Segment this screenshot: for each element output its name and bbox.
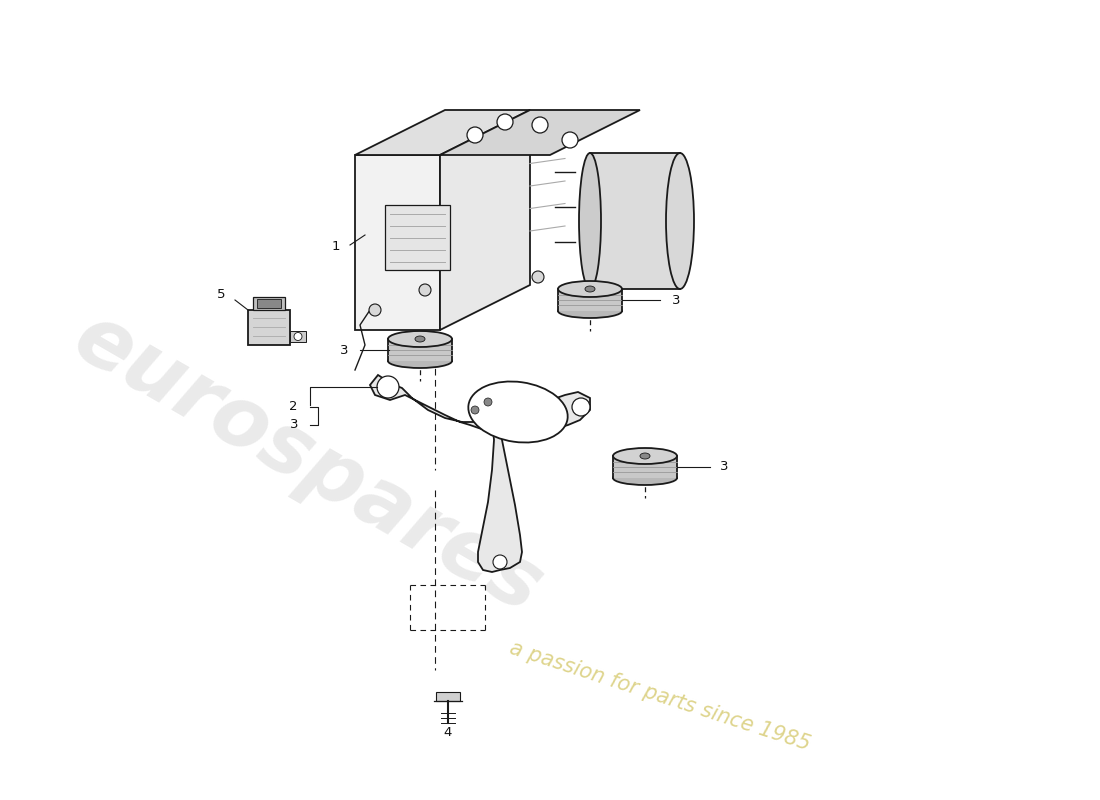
Circle shape [572,398,590,416]
Text: a passion for parts since 1985: a passion for parts since 1985 [507,638,813,754]
Ellipse shape [640,453,650,459]
Text: 4: 4 [443,726,452,738]
Circle shape [471,406,478,414]
Circle shape [468,127,483,143]
Polygon shape [385,205,450,270]
Ellipse shape [388,354,452,368]
Polygon shape [290,331,306,342]
Polygon shape [388,339,452,361]
Circle shape [497,114,513,130]
Polygon shape [590,153,680,289]
Polygon shape [355,110,530,155]
Circle shape [294,333,302,341]
Polygon shape [355,155,440,330]
Ellipse shape [558,281,622,297]
Polygon shape [558,289,622,311]
Ellipse shape [469,382,568,442]
Circle shape [377,376,399,398]
Polygon shape [613,456,676,478]
Circle shape [368,304,381,316]
Polygon shape [248,310,290,345]
Polygon shape [436,692,460,701]
Polygon shape [440,110,530,330]
Ellipse shape [558,304,622,318]
Polygon shape [440,110,640,155]
Circle shape [484,398,492,406]
Text: 3: 3 [289,418,298,431]
Text: 3: 3 [340,343,348,357]
Circle shape [532,117,548,133]
Circle shape [419,284,431,296]
Text: 2: 2 [289,401,298,414]
Ellipse shape [579,153,601,289]
Circle shape [562,132,578,148]
Circle shape [493,555,507,569]
Polygon shape [370,375,590,572]
Text: 3: 3 [720,461,728,474]
Text: eurospares: eurospares [59,297,557,631]
Text: 3: 3 [672,294,681,306]
Text: 1: 1 [331,241,340,254]
Polygon shape [257,299,280,308]
Circle shape [532,271,544,283]
Text: 5: 5 [217,289,226,302]
Ellipse shape [613,471,676,485]
Ellipse shape [388,331,452,347]
Ellipse shape [613,448,676,464]
Polygon shape [253,297,285,310]
Ellipse shape [415,336,425,342]
Ellipse shape [666,153,694,289]
Ellipse shape [585,286,595,292]
